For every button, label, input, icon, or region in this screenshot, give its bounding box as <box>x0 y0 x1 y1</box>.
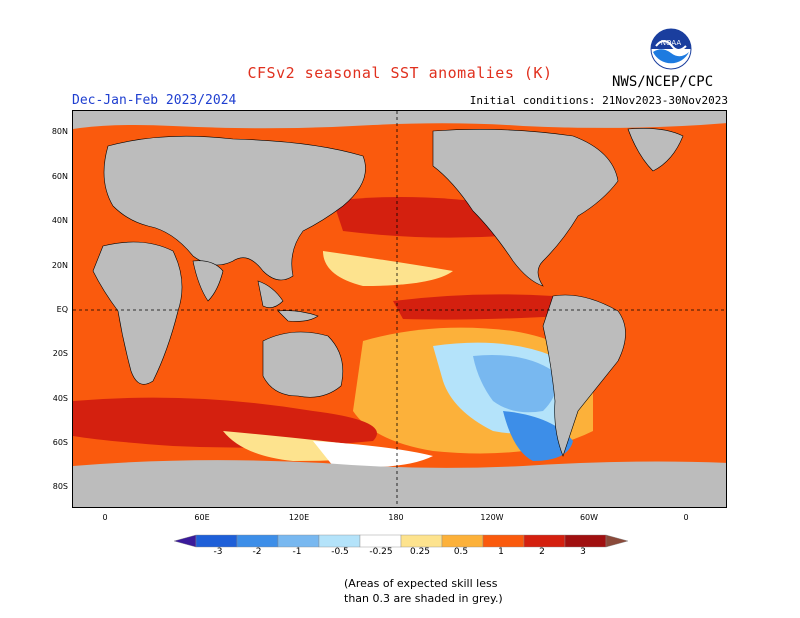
anomaly-region-pacific-cooler <box>473 355 557 413</box>
colorbar-segment <box>482 534 525 548</box>
lon-label-60e: 60E <box>194 513 210 522</box>
land-eurasia <box>103 135 366 281</box>
colorbar-label: 0.5 <box>453 547 469 557</box>
lon-label-0: 0 <box>102 513 108 522</box>
colorbar <box>174 534 628 548</box>
colorbar-label: 1 <box>498 547 504 557</box>
colorbar-segment <box>174 534 197 548</box>
lon-label-120w: 120W <box>480 513 504 522</box>
lon-label-0-east: 0 <box>683 513 689 522</box>
colorbar-segment <box>605 534 628 548</box>
colorbar-label: -2 <box>252 547 262 557</box>
colorbar-label: -0.5 <box>331 547 349 557</box>
land-india <box>192 260 224 302</box>
anomaly-region-near-zero <box>313 441 433 468</box>
season-label: Dec-Jan-Feb 2023/2024 <box>72 93 237 108</box>
colorbar-label: -3 <box>213 547 223 557</box>
map-title: CFSv2 seasonal SST anomalies (K) <box>247 64 553 82</box>
land-north-america <box>432 129 619 287</box>
agency-label: NWS/NCEP/CPC <box>612 74 714 90</box>
skill-note-line-1: (Areas of expected skill less <box>344 577 498 590</box>
land-australia <box>262 331 344 398</box>
lon-label-180: 180 <box>388 513 404 522</box>
anomaly-region-el-nino <box>393 294 563 320</box>
colorbar-segment <box>523 534 566 548</box>
lat-label-80n: 80N <box>51 127 68 136</box>
skill-note: (Areas of expected skill less than 0.3 a… <box>344 576 503 606</box>
lat-label-60s: 60S <box>52 438 68 447</box>
colorbar-segment <box>195 534 238 548</box>
colorbar-segment <box>441 534 484 548</box>
colorbar-label: 0.25 <box>409 547 431 557</box>
lat-label-eq: EQ <box>56 305 68 314</box>
lon-label-60w: 60W <box>579 513 599 522</box>
colorbar-segment <box>564 534 607 548</box>
anomaly-region-southern-ocean <box>73 397 377 448</box>
map-canvas <box>73 111 726 507</box>
sst-anomaly-map <box>72 110 727 508</box>
colorbar-segment <box>318 534 361 548</box>
colorbar-segment <box>359 534 402 548</box>
land-south-america <box>542 294 626 457</box>
lon-label-120e: 120E <box>288 513 310 522</box>
noaa-logo: NOAA <box>650 28 692 70</box>
land-greenland <box>627 128 684 172</box>
initial-conditions-label: Initial conditions: 21Nov2023-30Nov2023 <box>469 94 728 107</box>
colorbar-label: 2 <box>539 547 545 557</box>
logo-text: NOAA <box>661 39 682 47</box>
colorbar-label: -0.25 <box>369 547 393 557</box>
colorbar-segment <box>277 534 320 548</box>
lat-label-40s: 40S <box>52 394 68 403</box>
anomaly-region-south-pacific-cold <box>503 411 573 461</box>
land-arctic <box>73 111 726 129</box>
land-antarctica <box>73 460 726 507</box>
anomaly-region-subtropical-mild <box>323 251 453 286</box>
lat-label-60n: 60N <box>51 172 68 181</box>
skill-note-line-2: than 0.3 are shaded in grey.) <box>344 592 503 605</box>
land-maritime-continent <box>257 280 319 322</box>
lat-label-80s: 80S <box>52 482 68 491</box>
land-africa <box>92 241 183 385</box>
colorbar-segment <box>400 534 443 548</box>
lat-label-20s: 20S <box>52 349 68 358</box>
colorbar-label: -1 <box>292 547 302 557</box>
colorbar-segment <box>236 534 279 548</box>
lat-label-20n: 20N <box>51 261 68 270</box>
lat-label-40n: 40N <box>51 216 68 225</box>
colorbar-label: 3 <box>580 547 586 557</box>
